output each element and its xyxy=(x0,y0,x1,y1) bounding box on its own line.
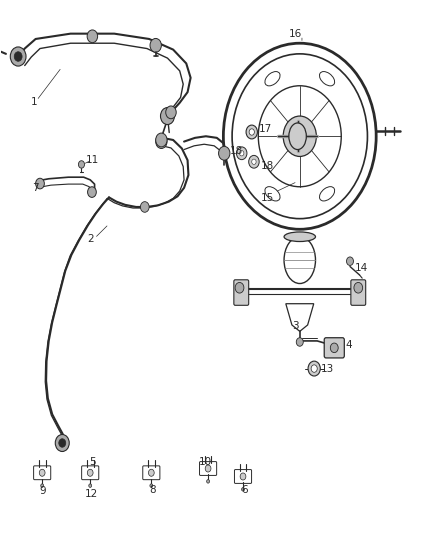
Circle shape xyxy=(150,484,153,487)
Circle shape xyxy=(308,361,320,376)
Text: 8: 8 xyxy=(149,485,156,495)
Circle shape xyxy=(240,473,246,480)
Circle shape xyxy=(14,52,22,61)
FancyBboxPatch shape xyxy=(81,466,99,480)
FancyBboxPatch shape xyxy=(234,280,249,305)
Text: 14: 14 xyxy=(355,263,368,272)
Text: 12: 12 xyxy=(85,489,98,499)
Text: 4: 4 xyxy=(346,340,352,350)
Circle shape xyxy=(249,129,254,135)
FancyBboxPatch shape xyxy=(324,338,344,358)
FancyBboxPatch shape xyxy=(200,462,217,475)
Polygon shape xyxy=(286,304,314,332)
Text: 11: 11 xyxy=(86,155,99,165)
Circle shape xyxy=(296,338,303,346)
Circle shape xyxy=(155,133,167,147)
Circle shape xyxy=(87,30,98,43)
Text: 2: 2 xyxy=(87,234,94,244)
Circle shape xyxy=(35,178,44,189)
Circle shape xyxy=(311,365,317,372)
Circle shape xyxy=(207,480,209,483)
Circle shape xyxy=(55,434,69,451)
Circle shape xyxy=(242,488,244,491)
Text: 7: 7 xyxy=(32,183,39,193)
Circle shape xyxy=(141,201,149,212)
Text: 10: 10 xyxy=(198,457,212,466)
Text: 1: 1 xyxy=(30,96,37,107)
Circle shape xyxy=(240,151,244,156)
Text: 18: 18 xyxy=(261,161,274,171)
Text: 13: 13 xyxy=(321,364,335,374)
FancyBboxPatch shape xyxy=(34,466,51,480)
Circle shape xyxy=(237,147,247,160)
Circle shape xyxy=(148,469,154,477)
Circle shape xyxy=(11,47,26,66)
Ellipse shape xyxy=(289,123,306,150)
Circle shape xyxy=(88,187,96,197)
Ellipse shape xyxy=(265,71,280,86)
Circle shape xyxy=(246,125,258,139)
Circle shape xyxy=(155,135,167,149)
Circle shape xyxy=(150,38,161,52)
Circle shape xyxy=(87,469,93,477)
Circle shape xyxy=(346,257,353,265)
Text: 6: 6 xyxy=(241,485,247,495)
Circle shape xyxy=(354,282,363,293)
Circle shape xyxy=(78,161,85,168)
Circle shape xyxy=(41,484,44,487)
Ellipse shape xyxy=(319,71,335,86)
FancyBboxPatch shape xyxy=(143,466,160,480)
Ellipse shape xyxy=(319,187,335,201)
Text: 3: 3 xyxy=(292,321,299,331)
Ellipse shape xyxy=(284,237,315,284)
Circle shape xyxy=(252,159,256,165)
Ellipse shape xyxy=(284,232,315,241)
Text: 15: 15 xyxy=(261,193,274,204)
Circle shape xyxy=(283,116,316,157)
Circle shape xyxy=(59,439,66,447)
Circle shape xyxy=(39,469,45,477)
Text: 18: 18 xyxy=(230,146,243,156)
Circle shape xyxy=(205,465,211,472)
Circle shape xyxy=(166,106,176,119)
FancyBboxPatch shape xyxy=(234,470,251,483)
Circle shape xyxy=(89,484,92,487)
Circle shape xyxy=(330,343,338,353)
Circle shape xyxy=(160,108,174,125)
Circle shape xyxy=(235,282,244,293)
Text: 5: 5 xyxy=(89,457,95,466)
Circle shape xyxy=(219,147,230,160)
Text: 16: 16 xyxy=(289,29,302,39)
Circle shape xyxy=(294,130,305,143)
Circle shape xyxy=(249,156,259,168)
Ellipse shape xyxy=(265,187,280,201)
Text: 9: 9 xyxy=(40,486,46,496)
FancyBboxPatch shape xyxy=(351,280,366,305)
Text: 17: 17 xyxy=(259,124,272,134)
